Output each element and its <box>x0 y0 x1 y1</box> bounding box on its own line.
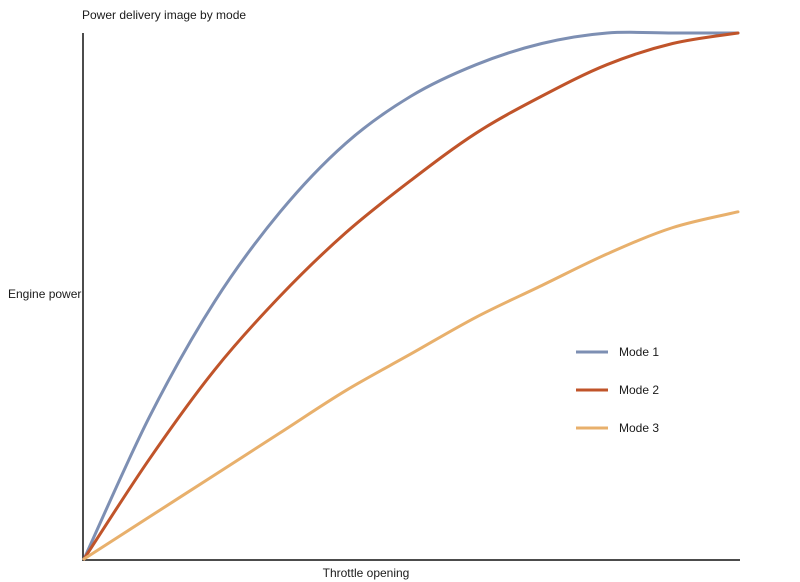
legend-label-3: Mode 3 <box>619 421 659 435</box>
y-axis-label: Engine power <box>8 287 81 301</box>
legend-label-2: Mode 2 <box>619 383 659 397</box>
legend-label-1: Mode 1 <box>619 345 659 359</box>
chart-title: Power delivery image by mode <box>82 8 246 22</box>
legend: Mode 1 Mode 2 Mode 3 <box>576 345 659 435</box>
series-layer <box>82 30 740 561</box>
series-line-3 <box>82 210 740 561</box>
series-line-1 <box>82 30 740 561</box>
series-line-2 <box>82 31 740 561</box>
x-axis-label: Throttle opening <box>323 566 410 580</box>
